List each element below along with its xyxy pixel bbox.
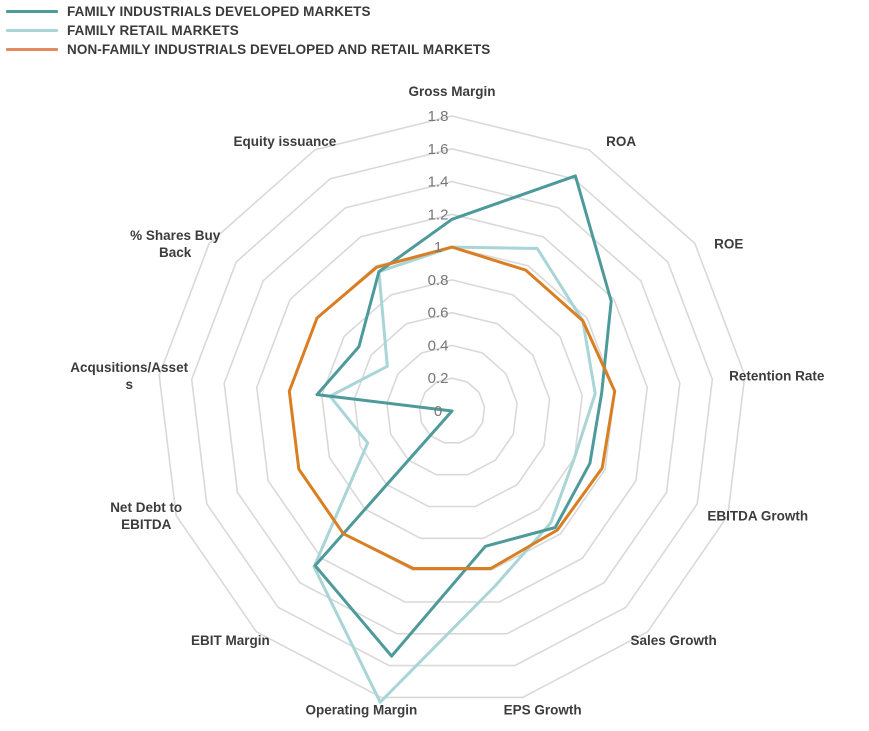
tick-label-1: 0.2: [428, 370, 449, 387]
axis-label-gross-margin: Gross Margin: [408, 84, 495, 99]
series-line-family-industrials-developed-markets: [313, 174, 613, 658]
grid-ring-7: [223, 180, 681, 635]
legend-item-family-retail[interactable]: FAMILY RETAIL MARKETS: [6, 21, 490, 40]
axis-label-net-debt-to-ebitda-line-2: EBITDA: [121, 517, 172, 532]
legend-swatch-family-industrials: [6, 10, 58, 13]
legend-label-non-family: NON-FAMILY INDUSTRIALS DEVELOPED AND RET…: [67, 42, 491, 57]
axis-label-roa: ROA: [606, 134, 636, 149]
legend-item-family-industrials[interactable]: FAMILY INDUSTRIALS DEVELOPED MARKETS: [6, 2, 490, 21]
legend-swatch-non-family: [6, 48, 58, 51]
tick-label-5: 1: [434, 239, 442, 256]
axis-label-acqusitions-assets-line-1: Acqusitions/Asset: [70, 360, 188, 375]
tick-label-4: 0.8: [428, 272, 449, 289]
tick-label-7: 1.4: [428, 174, 449, 191]
axis-label-shares-buy-back-line-2: Back: [159, 245, 192, 260]
tick-label-2: 0.4: [428, 337, 449, 354]
legend-label-family-industrials: FAMILY INDUSTRIALS DEVELOPED MARKETS: [67, 4, 371, 19]
grid-ring-3: [353, 311, 551, 508]
axis-label-net-debt-to-ebitda-line-1: Net Debt to: [110, 500, 182, 515]
legend-swatch-family-retail: [6, 29, 58, 32]
axis-label-operating-margin: Operating Margin: [306, 702, 418, 717]
grid-ring-8: [190, 147, 714, 667]
tick-label-8: 1.6: [428, 141, 449, 158]
axis-label-ebit-margin: EBIT Margin: [191, 633, 270, 648]
radar-grid: [158, 115, 746, 699]
grid-ring-2: [386, 344, 518, 476]
tick-label-9: 1.8: [428, 108, 449, 125]
legend-label-family-retail: FAMILY RETAIL MARKETS: [67, 23, 239, 38]
axis-label-acqusitions-assets-line-2: s: [125, 377, 133, 392]
grid-ring-6: [255, 213, 649, 603]
tick-label-3: 0.6: [428, 305, 449, 322]
radar-series: [287, 174, 617, 704]
radar-ticks: 0 0.2 0.4 0.6 0.8 1 1.2 1.4 1.6 1.8: [428, 108, 449, 420]
series-line-non-family-industrials-developed-and-retail-markets: [287, 245, 617, 570]
axis-label-roe: ROE: [714, 236, 743, 251]
legend-item-non-family[interactable]: NON-FAMILY INDUSTRIALS DEVELOPED AND RET…: [6, 40, 490, 59]
grid-ring-1: [418, 377, 486, 444]
legend: FAMILY INDUSTRIALS DEVELOPED MARKETS FAM…: [6, 2, 490, 59]
axis-label-ebitda-growth: EBITDA Growth: [707, 509, 808, 524]
grid-ring-4: [320, 279, 584, 540]
series-line-family-retail-markets: [312, 245, 597, 704]
axis-label-equity-issuance: Equity issuance: [234, 134, 337, 149]
grid-ring-9: [158, 115, 746, 699]
axis-label-shares-buy-back-line-1: % Shares Buy: [130, 228, 221, 243]
axis-label-retention-rate: Retention Rate: [729, 368, 825, 383]
tick-label-6: 1.2: [428, 206, 449, 223]
tick-label-0: 0: [434, 403, 442, 420]
radar-axis-labels: Gross Margin ROA ROE Retention Rate EBITDA G…: [70, 84, 825, 717]
axis-label-eps-growth: EPS Growth: [504, 702, 582, 717]
axis-label-sales-growth: Sales Growth: [630, 633, 716, 648]
